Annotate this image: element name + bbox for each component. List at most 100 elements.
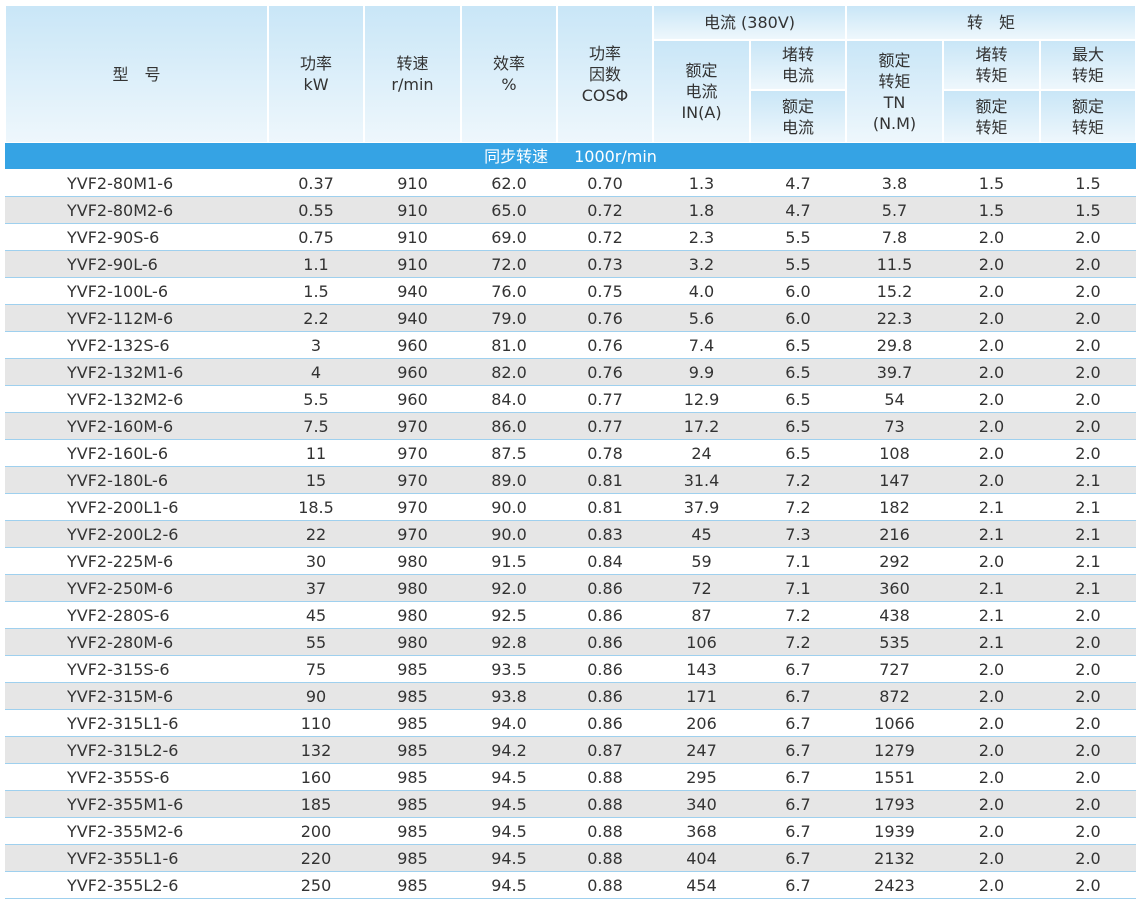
value-cell: 2.0 [978,741,1005,760]
value-cell: 143 [686,660,717,679]
header-text: 转矩 [1071,117,1104,137]
table-row [5,764,1136,791]
value-cell: 910 [397,255,428,274]
value-cell: 200 [300,822,332,841]
value-cell: 2.1 [978,498,1005,517]
value-cell: 1.8 [688,201,715,220]
value-cell: 185 [300,795,332,814]
section-speed: 1000r/min [574,146,657,166]
value-cell: 0.81 [587,498,623,517]
value-cell: 7.1 [785,579,811,598]
value-cell: 1793 [874,795,915,814]
model-cell: YVF2-132M2-6 [67,390,184,409]
header-cell: 型 号 [5,5,268,143]
value-cell: 6.7 [785,795,811,814]
value-cell: 980 [397,552,428,571]
header-cell: 额定 电流 [750,90,846,143]
model-cell: YVF2-280M-6 [67,633,174,652]
table-row [5,656,1136,683]
value-cell: 6.5 [785,363,811,382]
value-cell: 108 [879,444,910,463]
value-cell: 0.83 [587,525,623,544]
table-row [5,845,1136,872]
value-cell: 6.7 [785,660,811,679]
value-cell: 0.37 [298,174,334,193]
table-row [5,386,1136,413]
value-cell: 2.0 [1075,444,1101,463]
model-cell: YVF2-355M1-6 [67,795,184,814]
value-cell: 2.1 [1075,498,1101,517]
value-cell: 72 [691,579,712,598]
value-cell: 92.5 [491,606,527,625]
value-cell: 0.86 [587,606,623,625]
header-cell: 最大 转矩 [1040,40,1136,90]
model-cell: YVF2-355S-6 [67,768,170,787]
value-cell: 93.8 [491,687,527,706]
header-text: 型 号 [112,64,161,84]
value-cell: 0.77 [587,417,623,436]
header-text: 功率 [299,54,332,73]
value-cell: 2.1 [1075,525,1101,544]
value-cell: 2.0 [978,390,1005,409]
value-cell: 89.0 [491,471,527,490]
header-text: 转矩 [975,117,1008,137]
value-cell: 2423 [874,876,915,895]
value-cell: 2.0 [1075,417,1101,436]
value-cell: 2.0 [978,795,1005,814]
value-cell: 910 [397,201,428,220]
value-cell: 6.7 [785,849,811,868]
value-cell: 6.7 [785,822,811,841]
header-text: 电流 [781,66,814,85]
model-cell: YVF2-80M2-6 [67,201,174,220]
header-cell: 额定 电流 IN(A) [653,40,750,143]
value-cell: 2.1 [978,525,1005,544]
value-cell: 940 [397,282,428,301]
value-cell: 6.5 [785,444,811,463]
value-cell: 0.86 [587,633,623,652]
value-cell: 980 [397,606,428,625]
header-text: 因数 [588,64,621,84]
model-cell: YVF2-225M-6 [67,552,174,571]
value-cell: 54 [884,390,905,409]
value-cell: 872 [879,687,910,706]
value-cell: 7.3 [785,525,811,544]
value-cell: 6.7 [785,714,811,733]
value-cell: 2.0 [978,849,1005,868]
value-cell: 1.5 [1075,174,1101,193]
value-cell: 2.0 [978,309,1005,328]
value-cell: 2.0 [978,687,1005,706]
value-cell: 0.55 [298,201,334,220]
value-cell: 4.7 [785,174,811,193]
table-row [5,629,1136,656]
value-cell: 87 [691,606,712,625]
header-cell: 额定 转矩 [943,90,1040,143]
value-cell: 2.0 [1075,795,1101,814]
value-cell: 340 [686,795,717,814]
value-cell: 17.2 [683,417,720,436]
value-cell: 910 [397,174,428,193]
value-cell: 1.5 [978,201,1005,220]
value-cell: 160 [300,768,332,787]
value-cell: 0.78 [587,444,623,463]
value-cell: 368 [686,822,717,841]
value-cell: 90.0 [491,525,527,544]
model-cell: YVF2-200L2-6 [67,525,179,544]
value-cell: 910 [397,228,428,247]
model-cell: YVF2-355L1-6 [67,849,179,868]
value-cell: 11 [305,444,327,463]
value-cell: 292 [879,552,910,571]
table-row [5,224,1136,251]
header-text: 电流 [781,117,814,137]
value-cell: 2.0 [978,363,1005,382]
header-cell: 堵转 电流 [750,40,846,90]
header-cell: 功率 因数 COSΦ [557,5,653,143]
header-text: COSΦ [581,85,629,105]
header-cell: 额定 转矩 [1040,90,1136,143]
table-row [5,278,1136,305]
value-cell: 62.0 [491,174,527,193]
table-row [5,332,1136,359]
value-cell: 6.7 [785,876,811,895]
value-cell: 0.87 [587,741,623,760]
value-cell: 110 [300,714,332,733]
